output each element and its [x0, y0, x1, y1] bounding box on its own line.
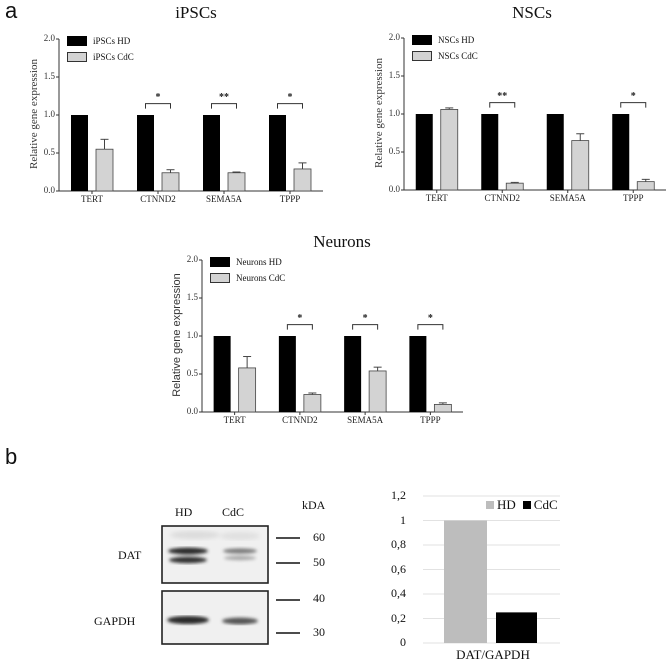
y-tick-label: 0.0: [388, 184, 400, 194]
x-category-label: TERT: [81, 194, 103, 204]
row-label-gapdh: GAPDH: [94, 614, 136, 628]
y-tick-label: 1,2: [391, 488, 406, 502]
legend-item: Neurons HD: [210, 257, 282, 267]
legend-swatch: [67, 36, 87, 46]
y-tick-label: 1.5: [43, 71, 55, 81]
legend-label: Neurons CdC: [236, 273, 286, 283]
panel-b-label: b: [5, 444, 18, 469]
y-tick-label: 2.0: [186, 254, 198, 264]
legend-item: NSCs HD: [412, 35, 474, 45]
legend-label: iPSCs HD: [93, 36, 131, 46]
legend-item: NSCs CdC: [412, 51, 478, 61]
x-category-label: CTNND2: [140, 194, 176, 204]
y-tick-label: 1: [400, 512, 406, 527]
y-tick-label: 1.5: [388, 70, 400, 80]
significance-marker: **: [497, 90, 508, 102]
marker-40: 40: [313, 591, 325, 605]
legend-item: iPSCs HD: [67, 36, 130, 46]
marker-50: 50: [313, 555, 325, 569]
row-label-dat: DAT: [118, 548, 142, 562]
significance-marker: *: [630, 90, 636, 102]
x-category-label: CTNND2: [484, 193, 521, 203]
marker-30: 30: [313, 625, 325, 639]
legend-swatch: [210, 257, 230, 267]
legend-item: iPSCs CdC: [67, 52, 134, 62]
legend: HD CdC: [486, 497, 558, 513]
legend-swatch: [67, 52, 87, 62]
y-tick-label: 2.0: [43, 33, 55, 43]
x-category-label: TPPP: [622, 193, 644, 203]
legend-label: NSCs CdC: [438, 51, 478, 61]
y-tick-label: 0,2: [391, 610, 406, 625]
y-tick-label: 0.5: [43, 147, 55, 157]
x-category-label: CTNND2: [282, 415, 318, 425]
significance-marker: *: [155, 91, 161, 103]
legend-swatch: [210, 273, 230, 283]
y-tick-label: 1.0: [43, 109, 55, 119]
x-axis-label: DAT/GAPDH: [456, 647, 530, 662]
x-category-label: TERT: [425, 193, 448, 203]
y-tick-label: 0,8: [391, 537, 406, 551]
chart-title: iPSCs: [175, 3, 217, 22]
y-tick-label: 1.5: [186, 292, 198, 302]
marker-60: 60: [313, 530, 325, 544]
y-tick-label: 0.0: [43, 185, 55, 195]
x-category-label: TPPP: [420, 415, 441, 425]
y-tick-label: 0: [400, 635, 406, 649]
y-tick-label: 1.0: [186, 330, 198, 340]
y-tick-label: 1.0: [388, 108, 400, 118]
lane-label-cdc: CdC: [222, 505, 245, 519]
significance-marker: *: [362, 312, 368, 324]
y-tick-label: 0.5: [388, 146, 400, 156]
x-category-label: SEMA5A: [347, 415, 384, 425]
kda-label: kDA: [302, 498, 326, 512]
x-category-label: SEMA5A: [205, 194, 242, 204]
legend-label: HD: [497, 497, 516, 512]
legend-item: Neurons CdC: [210, 273, 285, 283]
significance-marker: *: [287, 91, 293, 103]
significance-marker: *: [427, 312, 433, 324]
legend-label: CdC: [533, 497, 558, 512]
chart-title: Neurons: [313, 232, 371, 251]
x-category-label: SEMA5A: [549, 193, 586, 203]
lane-label-hd: HD: [175, 505, 193, 519]
legend-label: iPSCs CdC: [93, 52, 134, 62]
panel-a-label: a: [5, 0, 18, 23]
significance-marker: *: [297, 312, 303, 324]
y-tick-label: 0,4: [391, 586, 406, 600]
legend-swatch: [412, 51, 432, 61]
x-category-label: TERT: [223, 415, 246, 425]
y-tick-label: 0.5: [186, 368, 198, 378]
legend-swatch: [522, 501, 531, 509]
y-tick-label: 0,6: [391, 561, 406, 576]
y-tick-label: 2.0: [388, 32, 400, 42]
legend-label: Neurons HD: [236, 257, 282, 267]
significance-marker: **: [219, 91, 229, 103]
x-category-label: TPPP: [279, 194, 301, 204]
legend-label: NSCs HD: [438, 35, 475, 45]
chart-title: NSCs: [512, 3, 552, 22]
legend-swatch: [412, 35, 432, 45]
legend-swatch: [486, 501, 494, 509]
y-tick-label: 0.0: [186, 406, 198, 416]
